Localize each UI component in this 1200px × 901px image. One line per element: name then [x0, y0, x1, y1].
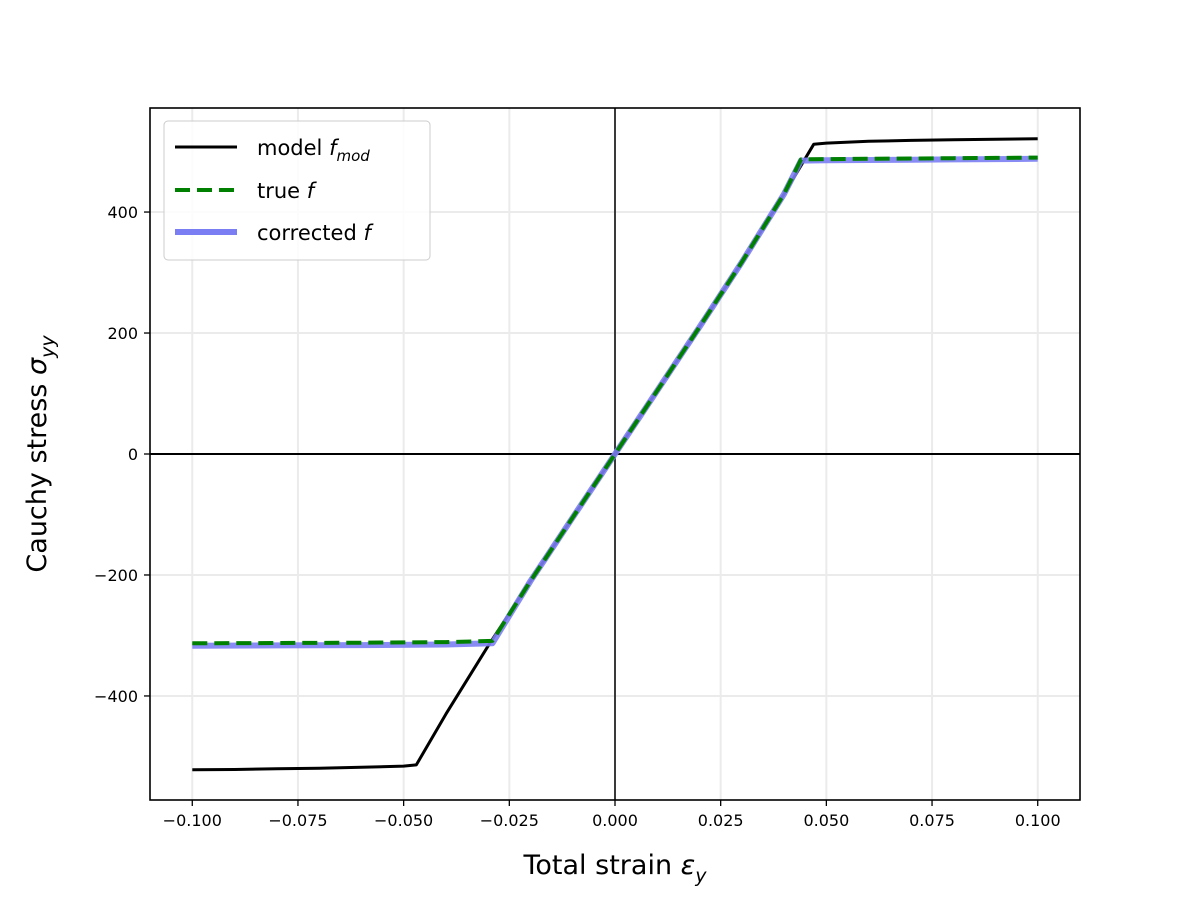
y-axis-label: Cauchy stress σyy	[22, 335, 59, 573]
true-f-line	[192, 155, 1038, 646]
y-tick-label: −400	[94, 687, 138, 706]
y-tick-label: −200	[94, 566, 138, 585]
legend: model fmod true f corrected f	[163, 120, 431, 261]
x-tick-label: −0.025	[480, 811, 539, 830]
x-tick-label: −0.050	[374, 811, 433, 830]
legend-label-corrected: corrected f	[257, 221, 374, 245]
x-tick-label: −0.075	[268, 811, 327, 830]
y-tick-label: 200	[107, 324, 138, 343]
legend-label-model: model fmod	[257, 136, 370, 165]
x-tick-label: 0.025	[698, 811, 744, 830]
ticks: −0.100 −0.075 −0.050 −0.025 0.000 0.025 0.050 0…	[94, 203, 1061, 830]
x-tick-label: 0.075	[909, 811, 955, 830]
y-tick-label: 0	[128, 445, 138, 464]
legend-box	[163, 120, 431, 261]
x-axis-label: Total strain εy	[523, 850, 708, 887]
x-tick-label: 0.000	[592, 811, 638, 830]
x-tick-label: 0.100	[1015, 811, 1061, 830]
series-group	[192, 137, 1038, 772]
y-tick-label: 400	[107, 203, 138, 222]
legend-label-true: true f	[257, 179, 318, 203]
x-tick-label: 0.050	[803, 811, 849, 830]
x-tick-label: −0.100	[163, 811, 222, 830]
